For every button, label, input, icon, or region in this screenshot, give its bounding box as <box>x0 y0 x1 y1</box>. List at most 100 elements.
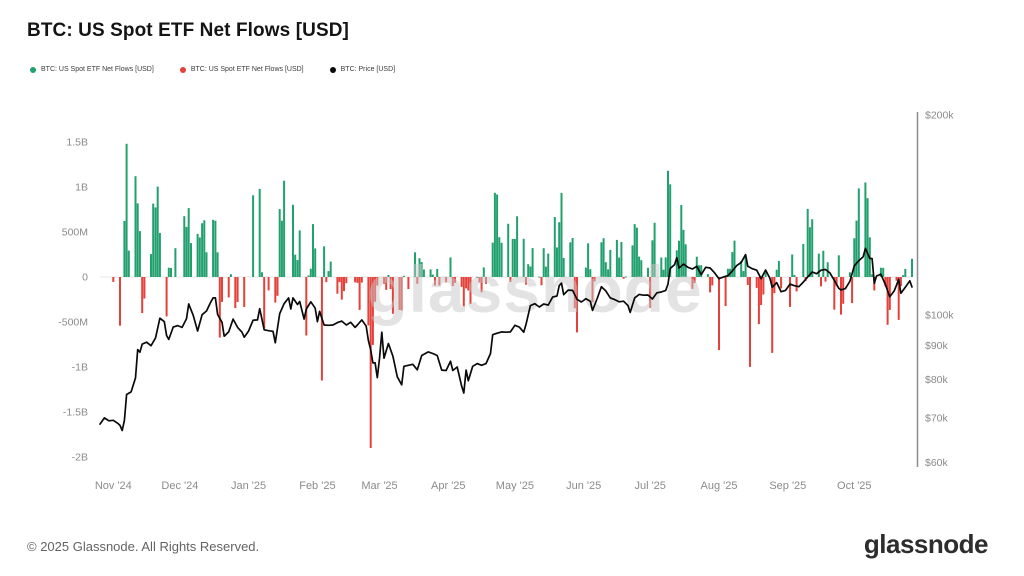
flow-axis-label: 1B <box>75 182 88 194</box>
glassnode-watermark: glassnode <box>367 252 702 326</box>
flow-bar <box>462 277 465 307</box>
month-axis-label: Sep '25 <box>769 480 806 492</box>
flow-bar <box>879 267 882 277</box>
flow-bar <box>434 277 436 286</box>
legend-item-netflows-negative[interactable]: BTC: US Spot ETF Net Flows [USD] <box>179 66 304 73</box>
flow-bar <box>218 277 221 338</box>
flow-bar <box>263 277 266 329</box>
flow-bar <box>726 268 729 277</box>
flow-bar <box>156 186 159 277</box>
flow-bar <box>817 253 820 277</box>
flow-bar <box>848 272 851 277</box>
flow-bar <box>638 256 641 277</box>
price-axis-label: $70k <box>925 412 949 424</box>
flow-bar <box>243 277 246 307</box>
flow-bar <box>604 262 607 277</box>
flow-bar <box>345 277 348 284</box>
flow-bar <box>746 277 749 285</box>
price-axis-label: $200k <box>925 110 954 122</box>
flow-bar <box>775 269 778 277</box>
flow-bar <box>553 217 556 277</box>
flow-bar <box>618 257 621 277</box>
flow-bar <box>187 208 190 277</box>
flow-bar <box>320 277 323 381</box>
flow-bar <box>826 262 829 277</box>
flow-bar <box>527 264 530 277</box>
month-axis-label: Jul '25 <box>634 480 665 492</box>
flow-bar <box>398 277 401 310</box>
flow-bar <box>684 244 687 277</box>
legend-label-netflows-negative: BTC: US Spot ETF Net Flows [USD] <box>190 66 304 73</box>
flow-bar <box>338 277 341 283</box>
flow-bar <box>312 224 314 277</box>
flow-bar <box>493 192 496 277</box>
flow-bar <box>227 277 230 298</box>
flow-bar <box>174 248 177 277</box>
flow-bar <box>416 277 419 284</box>
flow-bar <box>808 227 811 277</box>
flow-bar <box>212 219 215 277</box>
flow-bar <box>855 220 858 277</box>
flow-bar <box>649 277 652 308</box>
flow-bar <box>482 267 485 277</box>
price-line <box>99 247 913 432</box>
flow-bar <box>278 209 281 277</box>
flow-bar <box>214 220 217 277</box>
flow-bar <box>258 188 261 277</box>
flow-bar <box>584 267 587 277</box>
month-axis-label: May '25 <box>496 480 534 492</box>
flow-bar <box>119 277 121 326</box>
flow-bar <box>531 248 534 277</box>
flow-bar <box>593 277 596 282</box>
month-axis-label: Feb '25 <box>299 480 335 492</box>
legend-item-price[interactable]: BTC: Price [USD] <box>329 66 396 73</box>
flow-bar <box>749 277 751 367</box>
flow-bar <box>806 208 809 277</box>
flow-bar <box>354 277 357 283</box>
flow-bar <box>622 277 625 279</box>
flow-bar <box>460 277 463 287</box>
flow-bar <box>542 248 545 277</box>
flow-bar <box>897 277 900 320</box>
flow-bar <box>647 267 649 277</box>
flow-bar <box>631 245 634 277</box>
flow-bar <box>112 277 115 282</box>
legend-item-netflows-positive[interactable]: BTC: US Spot ETF Net Flows [USD] <box>30 66 154 73</box>
flow-bar <box>764 271 767 277</box>
flow-bar <box>857 188 860 277</box>
flow-bar <box>682 229 685 277</box>
flow-bar <box>589 269 592 277</box>
flow-bar <box>560 192 563 277</box>
month-axis-label: Jan '25 <box>231 480 266 492</box>
flow-bar <box>864 182 867 277</box>
flow-bar <box>700 265 703 277</box>
flow-bar <box>693 277 696 284</box>
flow-bar <box>336 277 339 294</box>
page-title: BTC: US Spot ETF Net Flows [USD] <box>27 20 349 41</box>
flow-bar <box>309 268 312 277</box>
legend-label-netflows-positive: BTC: US Spot ETF Net Flows [USD] <box>41 66 154 73</box>
flow-bar <box>884 277 887 287</box>
flow-bar <box>724 277 727 307</box>
flow-bar <box>431 274 434 277</box>
flow-bar <box>733 240 736 277</box>
flow-bar <box>356 277 359 283</box>
legend-label-price: BTC: Price [USD] <box>340 66 396 73</box>
flow-bar <box>755 277 758 288</box>
flow-bar <box>436 269 439 277</box>
flow-bar <box>420 262 423 277</box>
flow-bar <box>780 277 783 289</box>
flow-bar <box>325 277 328 283</box>
flow-axis-label: -2B <box>72 452 88 464</box>
flow-bar <box>138 231 141 277</box>
flow-bar <box>822 250 825 277</box>
flow-bar <box>624 276 627 278</box>
legend-dot-red-icon <box>179 66 186 73</box>
flow-bar <box>467 277 470 291</box>
flow-bar <box>360 277 363 283</box>
flow-bar <box>465 277 468 289</box>
flow-bar <box>407 277 410 290</box>
flow-bar <box>853 238 856 277</box>
flow-bar <box>314 248 317 277</box>
